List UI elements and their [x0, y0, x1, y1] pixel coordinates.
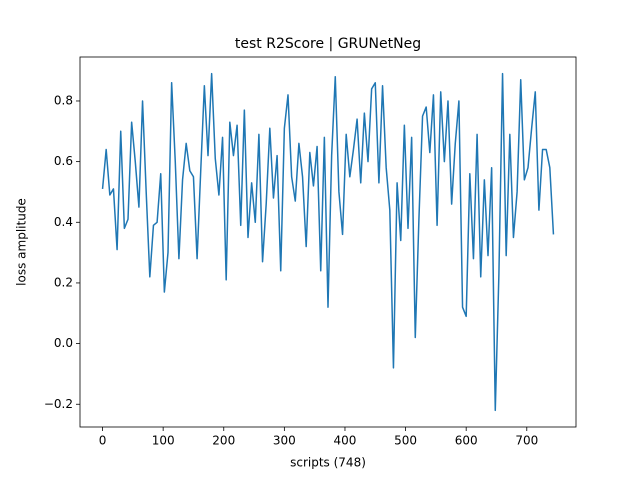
y-tick-label: 0.6 [54, 154, 73, 168]
y-tick-label: 0.0 [54, 336, 73, 350]
chart-title: test R2Score | GRUNetNeg [235, 36, 421, 52]
x-tick-label: 700 [515, 434, 538, 448]
plot-frame [79, 56, 577, 428]
x-tick-label: 400 [334, 434, 357, 448]
x-tick-label: 300 [273, 434, 296, 448]
y-tick-label: 0.8 [54, 93, 73, 107]
data-line [101, 72, 555, 412]
x-tick-label: 0 [99, 434, 107, 448]
y-tick-label: −0.2 [44, 397, 73, 411]
y-tick-label: 0.4 [54, 215, 73, 229]
x-tick-label: 100 [152, 434, 175, 448]
x-tick-label: 200 [212, 434, 235, 448]
x-tick-label: 500 [394, 434, 417, 448]
y-tick-label: 0.2 [54, 275, 73, 289]
x-tick-label: 600 [455, 434, 478, 448]
y-axis-label: loss amplitude [15, 198, 29, 286]
x-axis-label: scripts (748) [290, 456, 366, 470]
